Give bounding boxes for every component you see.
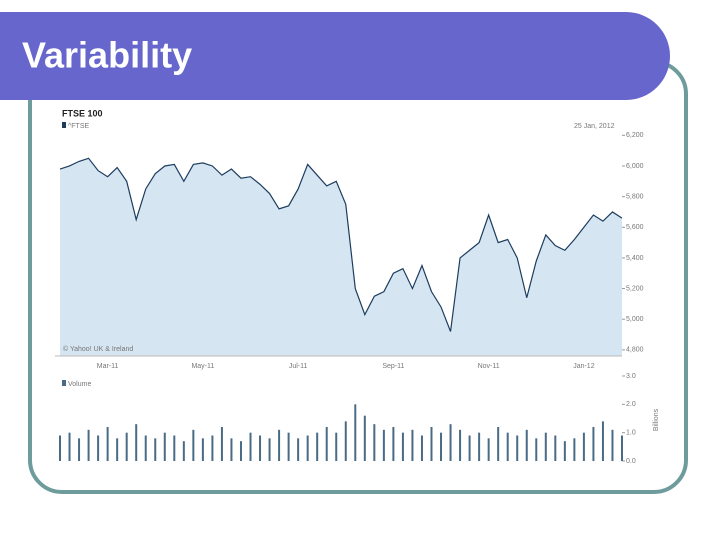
y-tick-label: 2.0 [626, 401, 636, 408]
bar [239, 441, 242, 461]
title-bar [0, 12, 670, 100]
bar [525, 429, 528, 461]
chart: 4,800 5,000 5,200 5,400 5,600 5,800 6,000 6,200… [55, 122, 644, 465]
y-tick-label: 0.0 [626, 458, 636, 465]
bar [373, 424, 376, 461]
bar [230, 438, 233, 461]
bar [363, 415, 366, 461]
bar [440, 432, 443, 461]
area [60, 158, 622, 356]
bar [601, 421, 604, 461]
bar [125, 432, 128, 461]
bar [316, 432, 319, 461]
bar [420, 435, 423, 461]
bar [106, 427, 109, 461]
y-axis-label: Billions [653, 408, 660, 431]
y-tick-label: 5,400 [626, 255, 644, 262]
legend-label: ^FTSE [68, 123, 90, 130]
bar [430, 427, 433, 461]
bar [68, 432, 71, 461]
line [59, 157, 623, 332]
bar [411, 429, 414, 461]
y-tick-label: 6,000 [626, 163, 644, 170]
bar [211, 435, 214, 461]
y-tick-label: 5,800 [626, 193, 644, 200]
bar [621, 435, 623, 461]
slide-title: Variability [22, 35, 192, 76]
bar [59, 435, 61, 461]
x-tick-label: Mar-11 [97, 363, 119, 370]
y-tick-label: 1.0 [626, 430, 636, 437]
y-tick-label: 3.0 [626, 373, 636, 380]
bar [544, 432, 547, 461]
y-tick-label: 5,600 [626, 224, 644, 231]
date-label: 25 Jan, 2012 [574, 123, 615, 130]
y-tick-label: 4,800 [626, 347, 644, 354]
bar [487, 438, 490, 461]
bar [144, 435, 147, 461]
bar [220, 427, 223, 461]
bar [382, 429, 385, 461]
bar [392, 427, 395, 461]
bar [249, 432, 252, 461]
y-tick-label: 5,000 [626, 316, 644, 323]
bar [268, 438, 271, 461]
legend-swatch [62, 380, 66, 386]
x-tick-label: Nov-11 [478, 363, 500, 370]
bar [259, 435, 262, 461]
bar [354, 404, 357, 461]
y-tick-label: 6,200 [626, 132, 644, 139]
bar [478, 432, 481, 461]
bar [344, 421, 347, 461]
bar [173, 435, 176, 461]
bar [497, 427, 500, 461]
legend-label: Volume [68, 381, 91, 388]
bar [192, 429, 195, 461]
source: © Yahoo! UK & Ireland [63, 345, 133, 353]
bar [154, 438, 157, 461]
bar [163, 432, 166, 461]
bar [306, 435, 309, 461]
bar [563, 441, 566, 461]
bar [592, 427, 595, 461]
x-tick-label: Sep-11 [382, 363, 404, 370]
x-tick-label: May-11 [191, 363, 214, 370]
x-tick-label: Jul-11 [289, 363, 308, 370]
chart-title: FTSE 100 [62, 108, 103, 118]
bar [516, 435, 519, 461]
bar [201, 438, 204, 461]
bar [582, 432, 585, 461]
bar [78, 438, 81, 461]
y-tick-label: 5,200 [626, 285, 644, 292]
bar [449, 424, 452, 461]
bar [116, 438, 119, 461]
x-tick-label: Jan-12 [573, 363, 595, 370]
bar [468, 435, 471, 461]
bar [573, 438, 576, 461]
bar [297, 438, 300, 461]
bar [135, 424, 138, 461]
bar [97, 435, 100, 461]
bar [535, 438, 538, 461]
bar [87, 429, 90, 461]
bar [325, 427, 328, 461]
bar [554, 435, 557, 461]
bar [401, 432, 404, 461]
bar [459, 429, 462, 461]
bar [182, 441, 185, 461]
bar [278, 429, 281, 461]
bar [611, 429, 614, 461]
bar [506, 432, 509, 461]
bar [335, 432, 338, 461]
legend-swatch [62, 122, 66, 128]
bar [287, 432, 290, 461]
